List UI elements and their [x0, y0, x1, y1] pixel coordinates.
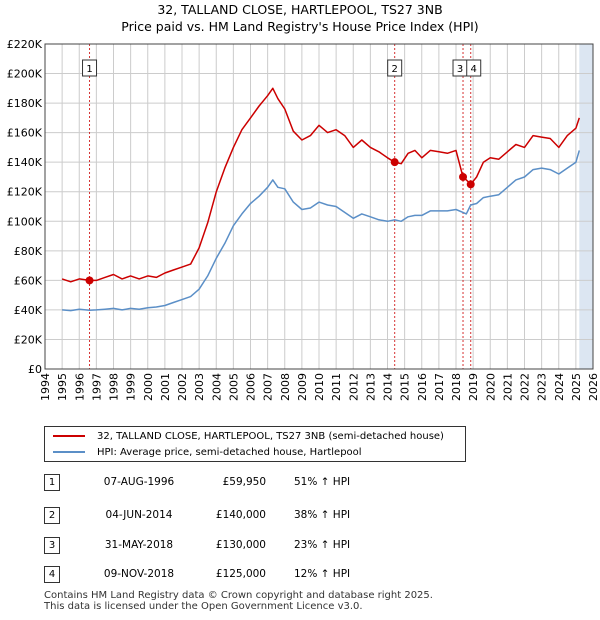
y-tick-label: £120K	[7, 186, 43, 199]
transaction-number: 3	[44, 537, 60, 554]
transaction-point	[390, 158, 399, 167]
legend-item-property: 32, TALLAND CLOSE, HARTLEPOOL, TS27 3NB …	[53, 428, 444, 444]
transaction-label: 1	[86, 64, 92, 75]
transaction-label: 4	[471, 64, 477, 75]
transaction-point	[85, 276, 94, 285]
y-tick-label: £20K	[14, 333, 43, 346]
x-tick-label: 2017	[433, 373, 446, 401]
legend: 32, TALLAND CLOSE, HARTLEPOOL, TS27 3NB …	[44, 426, 466, 462]
x-tick-label: 2009	[296, 373, 309, 401]
transaction-row: 2 04-JUN-2014 £140,000 38% ↑ HPI	[44, 507, 404, 525]
x-tick-label: 2012	[347, 373, 360, 401]
x-tick-label: 2022	[519, 373, 532, 401]
chart-title: 32, TALLAND CLOSE, HARTLEPOOL, TS27 3NB	[157, 2, 443, 17]
transaction-date: 09-NOV-2018	[103, 568, 175, 580]
transaction-label: 2	[392, 64, 398, 75]
x-tick-label: 2026	[587, 373, 600, 401]
y-tick-label: £220K	[7, 38, 43, 51]
series-line-property	[61, 87, 581, 283]
x-tick-label: 2019	[467, 373, 480, 401]
y-tick-label: £40K	[14, 304, 43, 317]
x-tick-label: 1999	[125, 373, 138, 401]
transaction-point	[459, 172, 468, 181]
x-tick-label: 2008	[279, 373, 292, 401]
x-tick-label: 2025	[570, 373, 583, 401]
x-tick-label: 2016	[416, 373, 429, 401]
y-tick-label: £200K	[7, 68, 43, 81]
x-tick-label: 1997	[90, 373, 103, 401]
transaction-label-box	[387, 59, 403, 77]
x-tick-label: 2013	[364, 373, 377, 401]
legend-item-hpi: HPI: Average price, semi-detached house,…	[53, 444, 362, 460]
y-tick-label: £160K	[7, 127, 43, 140]
legend-label-hpi: HPI: Average price, semi-detached house,…	[97, 446, 362, 458]
x-tick-label: 2015	[399, 373, 412, 401]
x-tick-label: 2000	[142, 373, 155, 401]
price-chart: 1 2 3 4 £0 £20K £40K £60K £80K £100K £120K £140K £16…	[7, 38, 600, 401]
y-tick-label: £100K	[7, 215, 43, 228]
transaction-date: 31-MAY-2018	[104, 539, 174, 551]
transaction-point	[466, 180, 475, 189]
x-tick-label: 2001	[159, 373, 172, 401]
transaction-price: £130,000	[215, 539, 266, 551]
transaction-hpi-change: 23% ↑ HPI	[294, 539, 351, 551]
x-tick-label: 2005	[227, 373, 240, 401]
transaction-price: £125,000	[215, 568, 266, 580]
y-tick-label: £60K	[14, 274, 43, 287]
x-tick-label: 1995	[56, 373, 69, 401]
x-tick-label: 2010	[313, 373, 326, 401]
transaction-row: 1 07-AUG-1996 £59,950 51% ↑ HPI	[44, 474, 404, 492]
transaction-row: 4 09-NOV-2018 £125,000 12% ↑ HPI	[44, 566, 404, 584]
transaction-date: 07-AUG-1996	[103, 476, 175, 488]
transaction-hpi-change: 38% ↑ HPI	[294, 509, 351, 521]
transaction-row: 3 31-MAY-2018 £130,000 23% ↑ HPI	[44, 537, 404, 555]
transaction-number: 1	[44, 474, 60, 491]
x-tick-label: 2004	[210, 373, 223, 401]
x-tick-label: 1996	[73, 373, 86, 401]
transaction-price: £59,950	[222, 476, 266, 488]
series-line-hpi	[62, 150, 581, 312]
x-tick-label: 2014	[382, 373, 395, 401]
footer-copyright: Contains HM Land Registry data © Crown c…	[44, 590, 433, 601]
legend-label-property: 32, TALLAND CLOSE, HARTLEPOOL, TS27 3NB …	[97, 430, 444, 442]
footer-licence: This data is licensed under the Open Gov…	[44, 601, 363, 612]
x-tick-label: 2002	[176, 373, 189, 401]
future-shading	[579, 44, 593, 369]
legend-swatch-hpi	[53, 451, 85, 453]
x-tick-label: 2011	[330, 373, 343, 401]
transaction-number: 4	[44, 566, 60, 583]
x-tick-label: 1998	[108, 373, 121, 401]
x-tick-label: 2018	[450, 373, 463, 401]
x-tick-label: 2007	[262, 373, 275, 401]
y-tick-label: £80K	[14, 245, 43, 258]
transaction-hpi-change: 12% ↑ HPI	[294, 568, 351, 580]
y-tick-label: £0	[28, 363, 42, 376]
x-tick-label: 2003	[193, 373, 206, 401]
transaction-label-box	[466, 59, 482, 77]
x-tick-label: 2023	[536, 373, 549, 401]
transaction-hpi-change: 51% ↑ HPI	[294, 476, 351, 488]
x-tick-label: 2020	[484, 373, 497, 401]
legend-swatch-property	[53, 435, 85, 437]
transaction-price: £140,000	[215, 509, 266, 521]
x-tick-label: 2021	[501, 373, 514, 401]
y-tick-label: £140K	[7, 156, 43, 169]
transaction-label-box	[82, 59, 98, 77]
transaction-number: 2	[44, 507, 60, 524]
y-tick-label: £180K	[7, 97, 43, 110]
x-tick-label: 2006	[245, 373, 258, 401]
transaction-label: 3	[457, 64, 463, 75]
chart-subtitle: Price paid vs. HM Land Registry's House …	[121, 19, 479, 34]
plot-frame	[44, 43, 594, 370]
transaction-date: 04-JUN-2014	[105, 509, 173, 521]
x-tick-label: 1994	[39, 373, 52, 401]
footer: Contains HM Land Registry data © Crown c…	[44, 590, 433, 612]
x-tick-label: 2024	[553, 373, 566, 401]
